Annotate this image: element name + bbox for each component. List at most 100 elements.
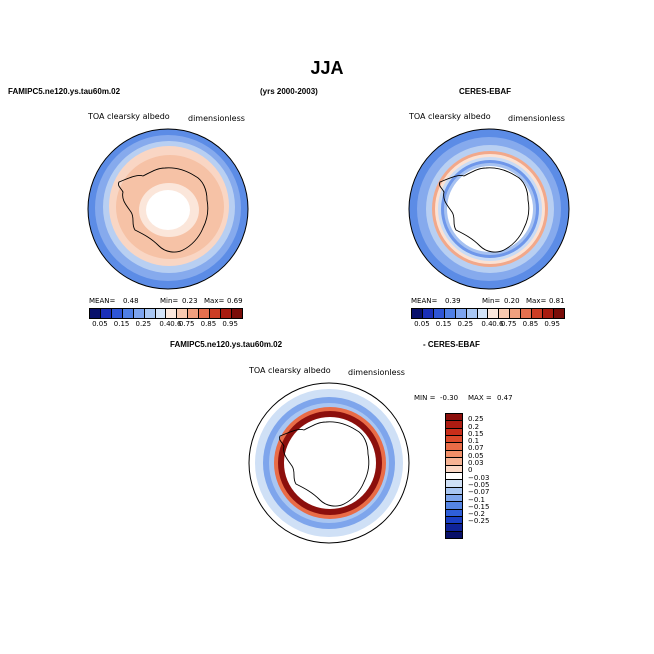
- colorbar-tick-label: 0.05: [92, 320, 108, 328]
- left-max-label: Max=: [204, 297, 225, 305]
- colorbar-swatch: [521, 309, 533, 318]
- right-antarctica-coastline: [439, 167, 530, 253]
- right-units-label: dimensionless: [508, 114, 565, 123]
- colorbar-swatch: [446, 524, 462, 532]
- colorbar-tick-label: 0.25: [135, 320, 152, 328]
- colorbar-tick-label: −0.05: [468, 480, 490, 489]
- left-antarctica-coastline: [118, 167, 209, 253]
- colorbar-swatch: [446, 517, 462, 525]
- right-polar-map: [408, 128, 570, 290]
- colorbar-tick-label: 0.1: [468, 437, 480, 446]
- colorbar-swatch: [446, 531, 462, 539]
- colorbar-swatch: [111, 309, 123, 318]
- colorbar-swatch: [444, 309, 456, 318]
- diff-minus-label: - CERES-EBAF: [423, 340, 480, 349]
- colorbar-swatch: [446, 414, 462, 422]
- colorbar-tick-label: 0.4: [481, 320, 493, 328]
- diff-max-value: 0.47: [497, 394, 513, 402]
- colorbar-swatch: [199, 309, 211, 318]
- right-case-name: CERES-EBAF: [459, 87, 512, 96]
- colorbar-tick-label: 0.15: [468, 429, 484, 438]
- years-label: (yrs 2000-2003): [260, 87, 318, 96]
- colorbar-swatch: [477, 309, 489, 318]
- colorbar-swatch: [433, 309, 445, 318]
- right-min-value: 0.20: [504, 297, 520, 305]
- colorbar-swatch: [532, 309, 544, 318]
- colorbar-tick-label: 0.95: [222, 320, 238, 328]
- right-max-value: 0.81: [549, 297, 565, 305]
- colorbar-swatch: [210, 309, 222, 318]
- colorbar-swatch: [510, 309, 522, 318]
- colorbar-swatch: [133, 309, 145, 318]
- colorbar-tick-label: 0.75: [178, 320, 195, 328]
- colorbar-tick-label: 0.95: [544, 320, 560, 328]
- colorbar-swatch: [446, 472, 462, 481]
- colorbar-swatch: [446, 443, 462, 451]
- colorbar-swatch: [543, 309, 554, 318]
- left-map-border: [87, 128, 249, 290]
- right-mean-label: MEAN=: [411, 297, 438, 305]
- diff-map-border: [248, 382, 410, 544]
- colorbar-swatch: [446, 487, 462, 495]
- colorbar-tick-label: 0.6: [170, 320, 182, 328]
- diff-units-label: dimensionless: [348, 368, 405, 377]
- diff-max-label: MAX =: [468, 394, 492, 402]
- left-interior-white: [146, 190, 190, 230]
- right-min-label: Min=: [482, 297, 501, 305]
- diff-interior-white: [284, 417, 376, 509]
- colorbar-swatch: [446, 450, 462, 459]
- diff-min-label: MIN =: [414, 394, 436, 402]
- colorbar-swatch: [446, 436, 462, 444]
- colorbar-swatch: [553, 309, 564, 318]
- colorbar-tick-label: 0.85: [522, 320, 539, 328]
- right-mean-value: 0.39: [445, 297, 461, 305]
- colorbar-tick-label: −0.25: [468, 517, 490, 526]
- colorbar-tick-label: −0.1: [468, 495, 485, 504]
- colorbar-tick-label: 0.05: [468, 451, 484, 460]
- left-min-value: 0.23: [182, 297, 198, 305]
- colorbar-swatch: [231, 309, 242, 318]
- right-interior-white: [447, 166, 533, 252]
- colorbar-swatch: [446, 509, 462, 518]
- left-mean-value: 0.48: [123, 297, 139, 305]
- season-title: JJA: [310, 58, 344, 78]
- colorbar-tick-label: −0.07: [468, 488, 490, 497]
- colorbar-swatch: [90, 309, 101, 318]
- colorbar-swatch: [100, 309, 112, 318]
- colorbar-tick-label: 0.25: [468, 415, 484, 424]
- colorbar-tick-label: 0.25: [457, 320, 474, 328]
- colorbar-tick-label: 0.85: [200, 320, 217, 328]
- left-case-name: FAMIPC5.ne120.ys.tau60m.02: [8, 87, 121, 96]
- left-units-label: dimensionless: [188, 114, 245, 123]
- colorbar-swatch: [446, 465, 462, 473]
- colorbar-swatch: [166, 309, 178, 318]
- colorbar-swatch: [455, 309, 467, 318]
- right-colorbar: [411, 308, 565, 319]
- colorbar-swatch: [446, 421, 462, 429]
- colorbar-tick-label: −0.15: [468, 502, 490, 511]
- colorbar-swatch: [221, 309, 232, 318]
- left-variable-label: TOA clearsky albedo: [88, 112, 170, 121]
- colorbar-tick-label: 0.15: [113, 320, 130, 328]
- right-max-label: Max=: [526, 297, 547, 305]
- left-mean-label: MEAN=: [89, 297, 116, 305]
- colorbar-swatch: [177, 309, 189, 318]
- colorbar-swatch: [446, 428, 462, 437]
- colorbar-tick-label: 0.6: [492, 320, 504, 328]
- colorbar-tick-label: −0.2: [468, 510, 485, 519]
- colorbar-tick-label: 0.07: [468, 444, 484, 453]
- colorbar-swatch: [446, 502, 462, 510]
- left-polar-map: [87, 128, 249, 290]
- diff-polar-map: [248, 382, 410, 544]
- colorbar-swatch: [446, 480, 462, 488]
- right-variable-label: TOA clearsky albedo: [409, 112, 491, 121]
- colorbar-tick-label: 0.15: [435, 320, 452, 328]
- colorbar-swatch: [446, 458, 462, 466]
- colorbar-swatch: [446, 494, 462, 503]
- colorbar-swatch: [122, 309, 134, 318]
- left-min-label: Min=: [160, 297, 179, 305]
- colorbar-tick-label: −0.03: [468, 473, 490, 482]
- diff-variable-label: TOA clearsky albedo: [249, 366, 331, 375]
- colorbar-tick-label: 0.03: [468, 459, 484, 468]
- colorbar-tick-label: 0.75: [500, 320, 517, 328]
